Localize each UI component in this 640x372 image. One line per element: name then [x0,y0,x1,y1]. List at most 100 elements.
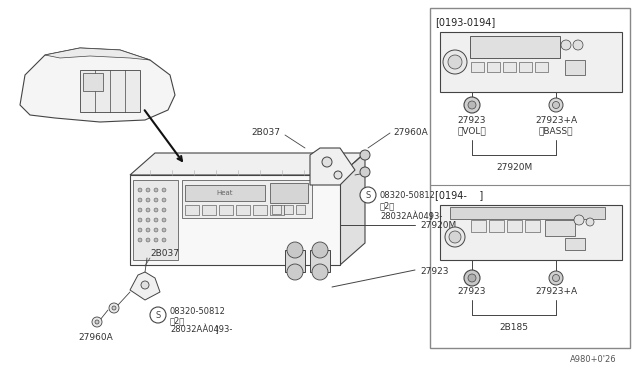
Bar [545,220,575,236]
Circle shape [549,98,563,112]
Text: （BASS）: （BASS） [539,126,573,135]
Circle shape [162,188,166,192]
Circle shape [312,242,328,258]
Circle shape [146,238,150,242]
Bar [185,185,265,201]
Bar [471,220,486,232]
Text: 08320-50812: 08320-50812 [170,307,226,315]
Circle shape [154,188,158,192]
Circle shape [138,238,142,242]
Text: 08320-50812: 08320-50812 [380,190,436,199]
Text: A980+0'26: A980+0'26 [570,356,617,365]
Bar [310,250,330,272]
Circle shape [92,317,102,327]
Bar [565,238,585,250]
Circle shape [146,208,150,212]
Text: 2B037: 2B037 [251,128,280,137]
Circle shape [322,157,332,167]
Bar [285,250,305,272]
Polygon shape [45,48,150,60]
Circle shape [138,218,142,222]
Bar [470,36,560,58]
Bar [487,62,500,72]
Text: 28032AÀ0493-: 28032AÀ0493- [380,212,442,221]
Bar [503,62,516,72]
Text: ]: ] [416,212,433,221]
Circle shape [138,198,142,202]
Text: [0193-0194]: [0193-0194] [435,17,495,27]
Circle shape [287,264,303,280]
Text: 28032AÀ0493-: 28032AÀ0493- [170,326,232,334]
Circle shape [445,227,465,247]
Bar [440,205,622,260]
Circle shape [141,281,149,289]
Circle shape [468,101,476,109]
Polygon shape [130,153,365,175]
Text: （2）: （2） [170,317,185,326]
Text: （2）: （2） [380,202,396,211]
Polygon shape [80,70,140,112]
Text: S: S [156,311,161,320]
Bar [565,60,585,75]
Bar [507,220,522,232]
Bar [284,205,293,214]
Circle shape [334,171,342,179]
Bar [133,180,178,260]
Text: 2B185: 2B185 [499,323,529,331]
Bar [182,180,312,218]
Text: [0194-    ]: [0194- ] [435,190,483,200]
Circle shape [552,275,559,282]
Bar [270,205,284,215]
Circle shape [154,228,158,232]
Circle shape [464,97,480,113]
Bar [519,62,532,72]
Circle shape [150,307,166,323]
Circle shape [138,228,142,232]
Text: 27920M: 27920M [496,163,532,171]
Circle shape [449,231,461,243]
Circle shape [162,238,166,242]
Text: 27923+A: 27923+A [535,115,577,125]
Circle shape [360,150,370,160]
Text: ]: ] [205,326,219,334]
Bar [471,62,484,72]
Text: S: S [365,190,371,199]
Circle shape [312,264,328,280]
Circle shape [549,271,563,285]
Bar [130,175,340,265]
Circle shape [109,303,119,313]
Circle shape [443,50,467,74]
Circle shape [468,274,476,282]
Circle shape [154,238,158,242]
Circle shape [464,270,480,286]
Bar [525,220,540,232]
Circle shape [112,306,116,310]
Circle shape [561,40,571,50]
Circle shape [162,218,166,222]
Circle shape [162,198,166,202]
Circle shape [146,198,150,202]
Bar [430,8,630,348]
Text: 27960A: 27960A [393,128,428,137]
Circle shape [552,102,559,109]
Circle shape [146,218,150,222]
Text: 27923: 27923 [458,115,486,125]
Circle shape [154,208,158,212]
Circle shape [162,228,166,232]
Polygon shape [130,272,160,300]
Text: 27923: 27923 [458,288,486,296]
Circle shape [146,188,150,192]
Circle shape [360,167,370,177]
Bar [296,205,305,214]
Circle shape [95,320,99,324]
Circle shape [154,218,158,222]
Bar [535,62,548,72]
Bar [83,73,103,91]
Circle shape [448,55,462,69]
Polygon shape [340,153,365,265]
Bar [185,205,199,215]
Bar [450,207,605,219]
Circle shape [573,40,583,50]
Circle shape [360,187,376,203]
Text: Heat: Heat [217,190,233,196]
